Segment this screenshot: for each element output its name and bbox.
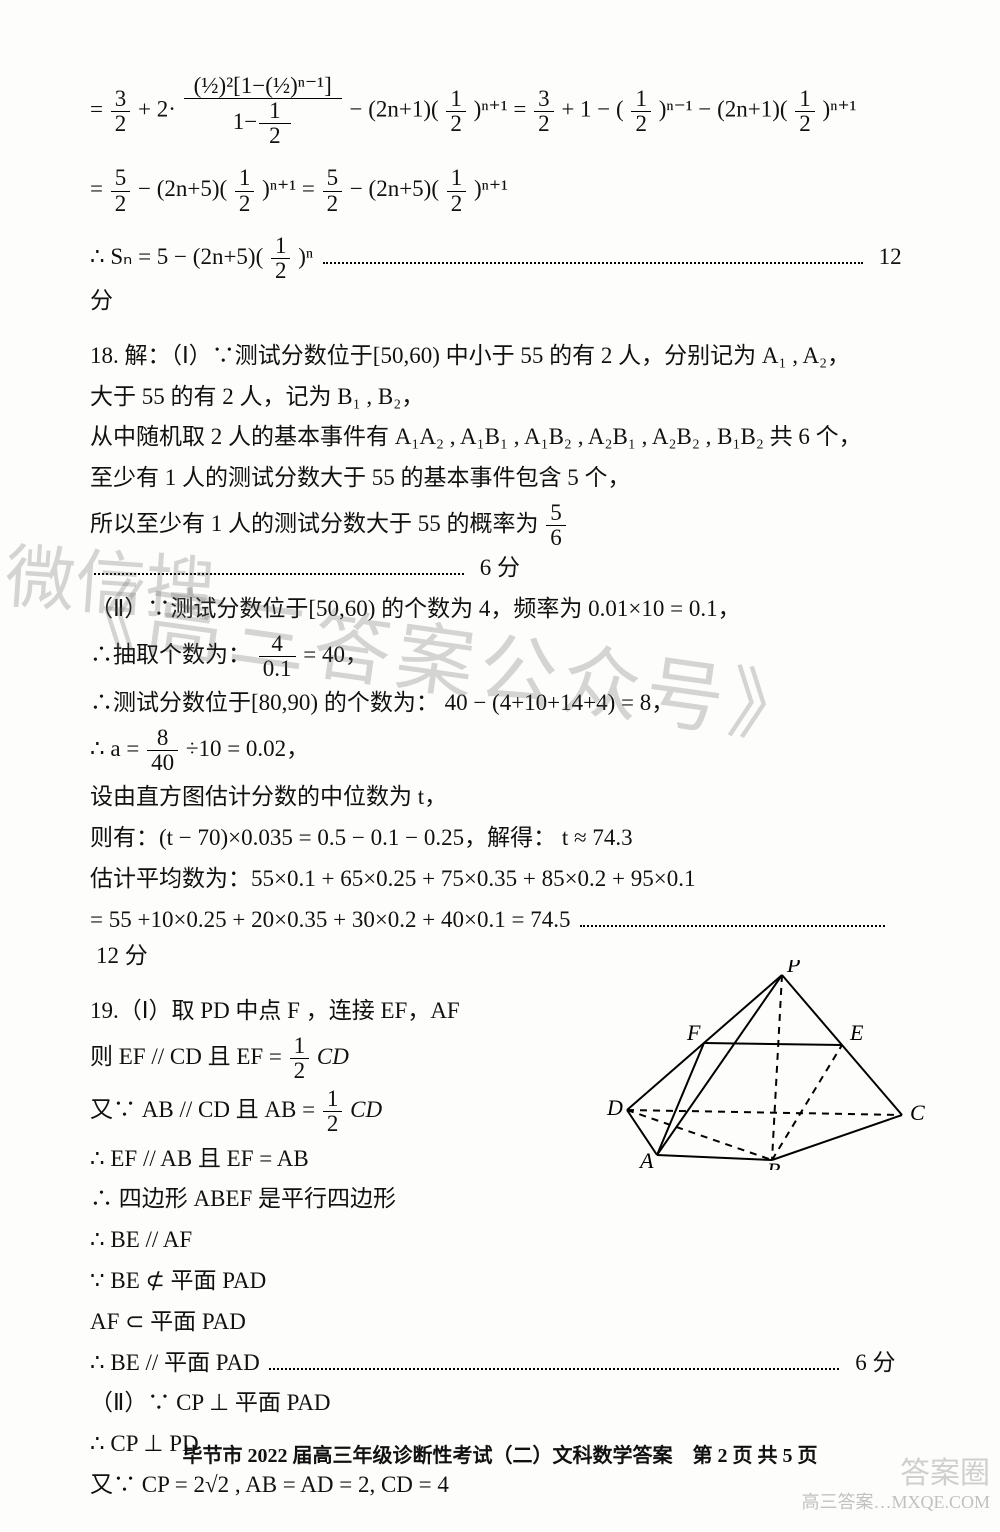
- svg-text:P: P: [786, 960, 800, 977]
- q19-l5: ∴ 四边形 ABEF 是平行四边形: [90, 1181, 920, 1218]
- svg-text:D: D: [606, 1095, 623, 1120]
- q18-l3: 从中随机取 2 人的基本事件有 A₁A₂ , A₁B₁ , A₁B₂ , A₂B…: [90, 419, 920, 456]
- q18-l5: 所以至少有 1 人的测试分数大于 55 的概率为 56 6 分: [90, 501, 920, 587]
- eq-line-3: ∴ Sₙ = 5 − (2n+5)( 12 )ⁿ 12 分: [90, 234, 920, 320]
- q19-l12: 又∵ CP = 2√2 , AB = AD = 2, CD = 4: [90, 1467, 920, 1504]
- q19-l7: ∵ BE ⊄ 平面 PAD: [90, 1263, 920, 1300]
- q18-l2: 大于 55 的有 2 人，记为 B₁ , B₂，: [90, 379, 920, 416]
- pyramid-diagram: P F E D A B C: [592, 960, 930, 1170]
- q18-l1: 18. 解：（Ⅰ）∵测试分数位于[50,60) 中小于 55 的有 2 人，分别…: [90, 338, 920, 375]
- page-footer: 毕节市 2022 届高三年级诊断性考试（二）文科数学答案 第 2 页 共 5 页: [0, 1440, 1000, 1472]
- q18-l8: ∴测试分数位于[80,90) 的个数为： 40 − (4+10+14+4) = …: [90, 685, 920, 722]
- eq-line-1: = 32 + 2· (½)²[1−(½)ⁿ⁻¹] 1−12 − (2n+1)( …: [90, 74, 920, 148]
- eq-line-2: = 52 − (2n+5)( 12 )ⁿ⁺¹ = 52 − (2n+5)( 12…: [90, 166, 920, 215]
- q19-l6: ∴ BE // AF: [90, 1222, 920, 1259]
- svg-text:A: A: [638, 1148, 654, 1170]
- svg-text:C: C: [910, 1100, 925, 1125]
- q19-l10: （Ⅱ）∵ CP ⊥ 平面 PAD: [90, 1385, 920, 1422]
- q18-l7: ∴抽取个数为： 40.1 = 40，: [90, 632, 920, 681]
- svg-text:E: E: [849, 1020, 864, 1045]
- svg-text:B: B: [767, 1158, 780, 1170]
- answer-page: = 32 + 2· (½)²[1−(½)ⁿ⁻¹] 1−12 − (2n+1)( …: [0, 0, 1000, 1532]
- q18-l11: 则有：(t − 70)×0.035 = 0.5 − 0.1 − 0.25，解得：…: [90, 820, 920, 857]
- q19-l9: ∴ BE // 平面 PAD 6 分: [90, 1345, 920, 1382]
- q18-l10: 设由直方图估计分数的中位数为 t，: [90, 779, 920, 816]
- q18-l9: ∴ a = 840 ÷10 = 0.02，: [90, 726, 920, 775]
- q18-l12: 估计平均数为：55×0.1 + 65×0.25 + 75×0.35 + 85×0…: [90, 861, 920, 898]
- svg-text:F: F: [686, 1020, 701, 1045]
- q19-l8: AF ⊂ 平面 PAD: [90, 1304, 920, 1341]
- q18-l4: 至少有 1 人的测试分数大于 55 的基本事件包含 5 个，: [90, 460, 920, 497]
- q18-l6: （Ⅱ）∵测试分数位于[50,60) 的个数为 4，频率为 0.01×10 = 0…: [90, 591, 920, 628]
